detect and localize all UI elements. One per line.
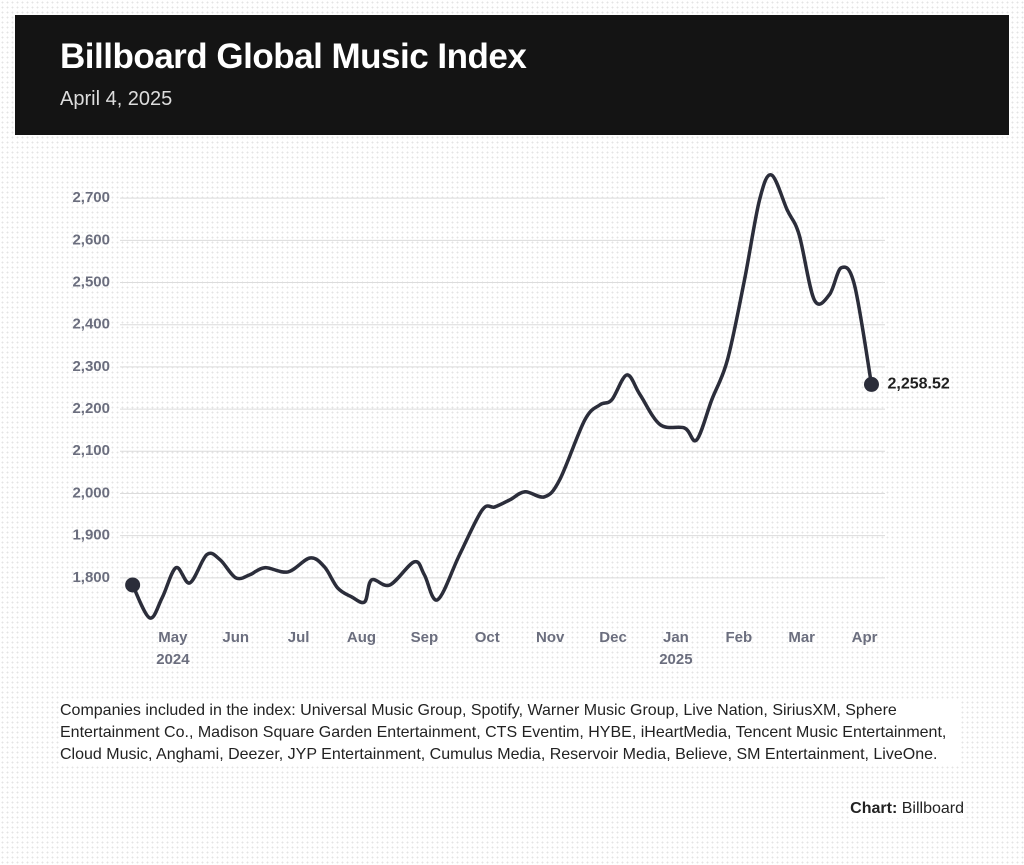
end-label: 2,258.52 — [887, 376, 949, 393]
x-tick-label: Sep — [411, 629, 439, 646]
chart-subtitle: April 4, 2025 — [60, 88, 173, 110]
line — [131, 173, 874, 620]
x-tick-label: Nov — [536, 629, 565, 646]
x-tick-label: Dec — [599, 629, 627, 646]
year-label: 2025 — [659, 651, 692, 668]
y-tick-label: 1,900 — [72, 527, 110, 544]
x-tick-label: Oct — [475, 629, 500, 646]
y-tick-label: 2,500 — [72, 274, 110, 291]
x-tick-label: Jan — [663, 629, 689, 646]
y-tick-label: 2,300 — [72, 358, 110, 375]
note: Companies included in the index: Univers… — [60, 700, 960, 766]
x-tick-label: Mar — [788, 629, 815, 646]
y-tick-label: 2,700 — [72, 189, 110, 206]
end-point — [863, 376, 879, 392]
end-point — [125, 577, 141, 593]
chart-title: Billboard Global Music Index — [60, 37, 527, 76]
source-label: Chart: — [850, 800, 898, 817]
y-tick-label: 2,200 — [72, 400, 110, 417]
chart: 1,800 1,900 2,000 2,100 2,200 2,300 2,400 2,500… — [72, 173, 950, 668]
source: Chart: Billboard — [850, 800, 964, 818]
year-label: 2024 — [156, 651, 190, 668]
x-tick-label: Aug — [347, 629, 376, 646]
y-tick-label: 2,600 — [72, 231, 110, 248]
x-tick-label: Feb — [725, 629, 752, 646]
source-name: Billboard — [901, 800, 964, 817]
x-tick-label: May — [158, 629, 188, 646]
y-tick-label: 2,000 — [72, 484, 110, 501]
x-tick-label: Jun — [222, 629, 249, 646]
y-tick-label: 2,400 — [72, 316, 110, 333]
y-tick-label: 1,800 — [72, 569, 110, 586]
header: Billboard Global Music Index April 4, 20… — [15, 15, 1009, 135]
x-tick-label: Apr — [852, 629, 878, 646]
y-tick-label: 2,100 — [72, 442, 110, 459]
x-tick-label: Jul — [288, 629, 310, 646]
